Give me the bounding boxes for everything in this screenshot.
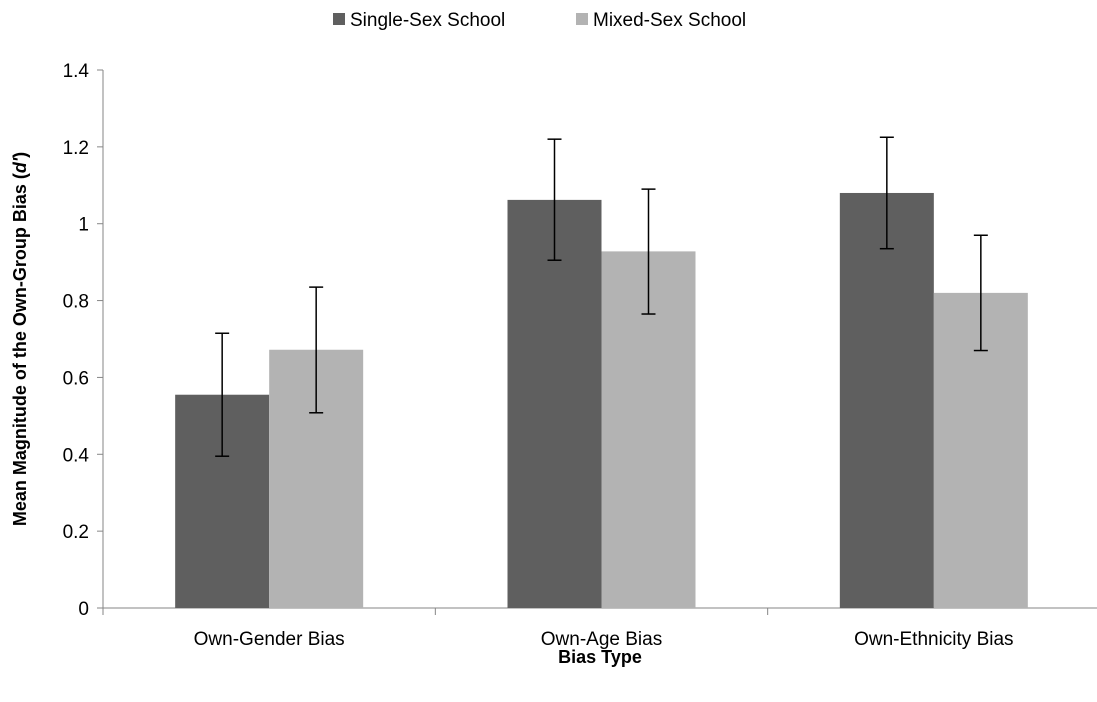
y-tick-label: 0.6 bbox=[63, 368, 89, 389]
y-tick-label: 0.4 bbox=[63, 445, 90, 466]
legend-swatch bbox=[333, 13, 345, 25]
y-tick-label: 0 bbox=[78, 599, 89, 620]
y-axis: 0 0.2 0.4 0.6 0.8 1 1.2 1.4 bbox=[63, 61, 104, 620]
y-tick-label: 1 bbox=[78, 215, 89, 236]
x-axis: Own-Gender Bias Own-Age Bias Own-Ethnicity… bbox=[102, 607, 1097, 650]
y-tick-label: 0.8 bbox=[63, 292, 89, 313]
legend: Single-Sex School Mixed-Sex School bbox=[333, 10, 746, 31]
bar bbox=[839, 192, 934, 608]
x-axis-title: Bias Type bbox=[558, 647, 642, 667]
y-tick-label: 1.2 bbox=[63, 138, 89, 159]
y-tick-label: 1.4 bbox=[63, 61, 90, 82]
bar bbox=[507, 199, 602, 609]
bars bbox=[175, 192, 1028, 609]
legend-label: Single-Sex School bbox=[350, 10, 505, 31]
y-axis-title: Mean Magnitude of the Own-Group Bias (d'… bbox=[10, 152, 30, 526]
x-tick-label: Own-Ethnicity Bias bbox=[854, 629, 1013, 650]
y-axis-title-suffix: ) bbox=[10, 152, 30, 158]
legend-label: Mixed-Sex School bbox=[593, 10, 746, 31]
error-bars bbox=[215, 136, 988, 457]
legend-swatch bbox=[576, 13, 588, 25]
x-tick-label: Own-Gender Bias bbox=[194, 629, 345, 650]
x-tick-label: Own-Age Bias bbox=[541, 629, 662, 650]
y-tick-label: 0.2 bbox=[63, 522, 89, 543]
y-axis-title-italic: d' bbox=[10, 157, 30, 173]
y-axis-title-prefix: Mean Magnitude of the Own-Group Bias ( bbox=[10, 173, 30, 526]
